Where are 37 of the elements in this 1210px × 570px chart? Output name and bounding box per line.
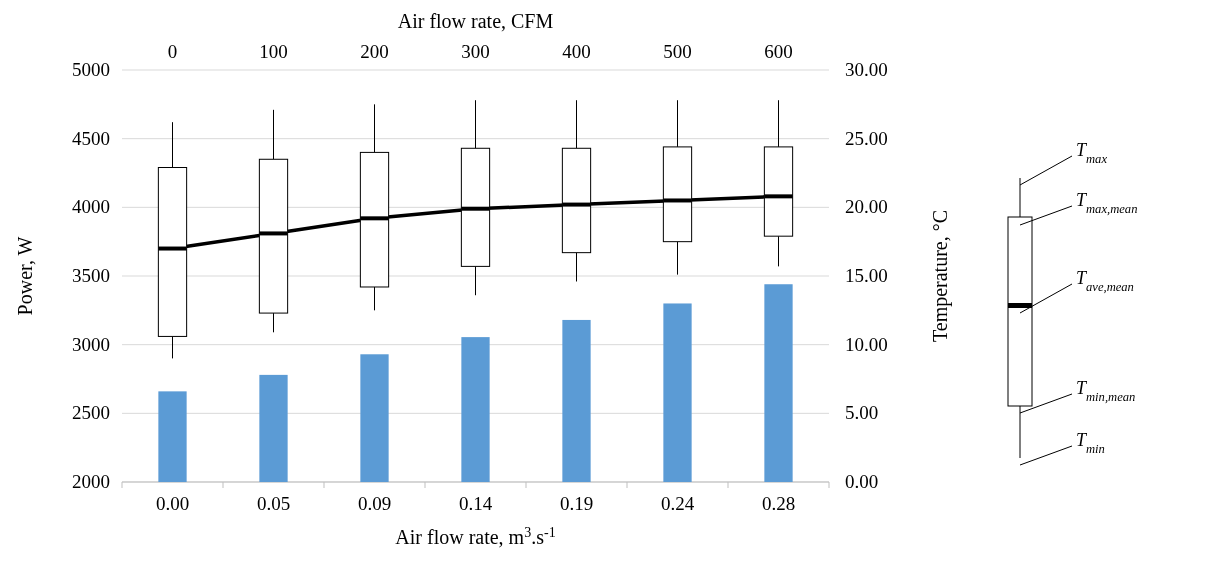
x-tick-label: 0.09	[357, 493, 392, 514]
y2-tick-label: 0.00	[845, 471, 879, 492]
x2-axis-title: Air flow rate, CFM	[397, 10, 554, 32]
x2-tick-label: 300	[461, 41, 490, 62]
y2-tick-label: 25.00	[845, 127, 888, 149]
y2-tick-label: 20.00	[845, 196, 888, 218]
y-tick-label: 4000	[72, 196, 110, 218]
text: T$_{min,mean}$	[1076, 378, 1136, 404]
x-axis-title: Air flow rate, m$^{3}$.s$^{-1}$	[395, 524, 556, 548]
text: T$_{max,mean}$	[1076, 190, 1138, 216]
text: T$_{ave,mean}$	[1076, 268, 1134, 294]
y-tick-label: 4500	[72, 127, 110, 149]
x2-tick-label: 400	[562, 41, 591, 62]
text: T$_{min}$	[1076, 430, 1105, 456]
x2-tick-label: 0	[167, 41, 178, 62]
x-tick-label: 0.28	[761, 493, 796, 514]
y-tick-label: 5000	[72, 59, 110, 80]
x-tick-label: 0.05	[256, 493, 291, 514]
y2-tick-label: 5.00	[845, 402, 879, 424]
x2-tick-label: 600	[764, 41, 793, 62]
y-tick-label: 2500	[72, 402, 110, 424]
y-tick-label: 2000	[72, 471, 110, 492]
x-tick-label: 0.19	[559, 493, 594, 514]
y-axis-title: Power, W	[14, 236, 36, 316]
x-tick-label: 0.14	[458, 493, 493, 514]
y-tick-label: 3500	[72, 265, 110, 286]
y2-axis-title: Temperature, °C	[929, 209, 952, 343]
x-tick-label: 0.00	[155, 493, 190, 514]
y2-tick-label: 30.00	[845, 59, 888, 80]
text: T$_{max}$	[1076, 140, 1108, 166]
x2-tick-label: 500	[663, 41, 692, 62]
y2-tick-label: 10.00	[845, 333, 888, 355]
x-tick-label: 0.24	[660, 493, 695, 514]
y2-tick-label: 15.00	[845, 265, 888, 286]
x2-tick-label: 200	[360, 41, 389, 62]
x2-tick-label: 100	[259, 41, 288, 62]
y-tick-label: 3000	[72, 333, 110, 355]
